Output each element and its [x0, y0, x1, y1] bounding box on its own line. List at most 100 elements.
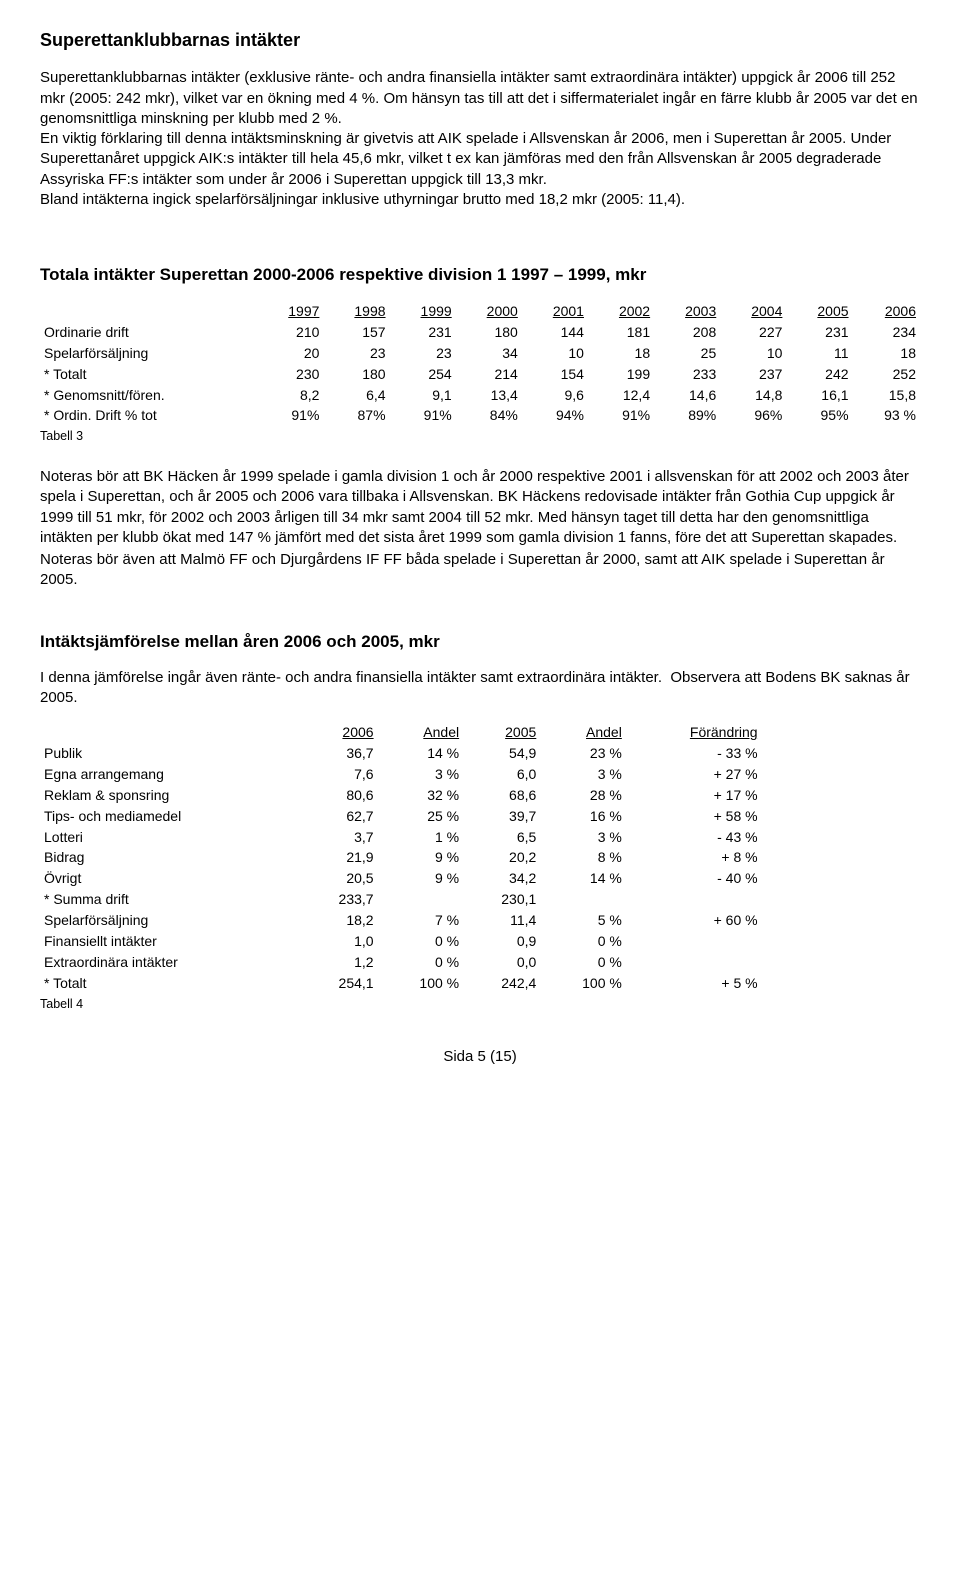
table-cell: 231: [390, 322, 456, 343]
table-cell: 94%: [522, 405, 588, 426]
table-row: Lotteri3,71 %6,53 %- 43 %: [40, 827, 762, 848]
table-cell: 180: [323, 364, 389, 385]
table-cell: 10: [720, 343, 786, 364]
table-cell: Ordinarie drift: [40, 322, 257, 343]
table-cell: 100 %: [540, 973, 626, 994]
table-cell: 227: [720, 322, 786, 343]
table-row: * Ordin. Drift % tot91%87%91%84%94%91%89…: [40, 405, 920, 426]
table-row: * Totalt230180254214154199233237242252: [40, 364, 920, 385]
table-cell: 9,1: [390, 385, 456, 406]
table-cell: 14 %: [378, 743, 464, 764]
table-cell: 100 %: [378, 973, 464, 994]
table-cell: 144: [522, 322, 588, 343]
table-cell: Tips- och mediamedel: [40, 806, 300, 827]
table-cell: 20,5: [300, 868, 377, 889]
col-header: Andel: [540, 722, 626, 743]
table-cell: Lotteri: [40, 827, 300, 848]
table-cell: 20: [257, 343, 323, 364]
table4-title: Intäktsjämförelse mellan åren 2006 och 2…: [40, 631, 920, 654]
table-cell: 7 %: [378, 910, 464, 931]
table-cell: 1,0: [300, 931, 377, 952]
table-row: Publik36,714 %54,923 %- 33 %: [40, 743, 762, 764]
table-cell: 6,0: [463, 764, 540, 785]
table-cell: 23: [323, 343, 389, 364]
table-row: Extraordinära intäkter1,20 %0,00 %: [40, 952, 762, 973]
table-cell: - 40 %: [626, 868, 762, 889]
table-cell: * Summa drift: [40, 889, 300, 910]
table-row: * Totalt254,1100 %242,4100 %+ 5 %: [40, 973, 762, 994]
col-header: 2001: [522, 301, 588, 322]
table-cell: 233,7: [300, 889, 377, 910]
table-cell: 8,2: [257, 385, 323, 406]
table-cell: Egna arrangemang: [40, 764, 300, 785]
table-cell: 93 %: [853, 405, 920, 426]
table-cell: 34,2: [463, 868, 540, 889]
table-cell: 16,1: [786, 385, 852, 406]
table-cell: 87%: [323, 405, 389, 426]
table-cell: 254,1: [300, 973, 377, 994]
table-cell: 25 %: [378, 806, 464, 827]
table-row: Spelarförsäljning20232334101825101118: [40, 343, 920, 364]
col-header: 2004: [720, 301, 786, 322]
table-cell: + 17 %: [626, 785, 762, 806]
table-row: Reklam & sponsring80,632 %68,628 %+ 17 %: [40, 785, 762, 806]
section2-p1: Noteras bör att BK Häcken år 1999 spelad…: [40, 467, 920, 548]
table-cell: - 33 %: [626, 743, 762, 764]
table-cell: 62,7: [300, 806, 377, 827]
table-cell: 39,7: [463, 806, 540, 827]
table-cell: 199: [588, 364, 654, 385]
table-cell: 237: [720, 364, 786, 385]
table-cell: 6,5: [463, 827, 540, 848]
table-cell: Publik: [40, 743, 300, 764]
table-cell: 13,4: [456, 385, 522, 406]
table-cell: 0 %: [378, 931, 464, 952]
table-cell: [626, 931, 762, 952]
table-cell: 8 %: [540, 847, 626, 868]
table-cell: 23: [390, 343, 456, 364]
table-cell: 0,9: [463, 931, 540, 952]
table-row: * Genomsnitt/fören.8,26,49,113,49,612,41…: [40, 385, 920, 406]
table-cell: 5 %: [540, 910, 626, 931]
table-cell: 208: [654, 322, 720, 343]
table-cell: 14,8: [720, 385, 786, 406]
table-cell: + 27 %: [626, 764, 762, 785]
table-cell: 9 %: [378, 847, 464, 868]
table-row: Övrigt20,59 %34,214 %- 40 %: [40, 868, 762, 889]
table-cell: + 8 %: [626, 847, 762, 868]
table-cell: 210: [257, 322, 323, 343]
table-cell: Bidrag: [40, 847, 300, 868]
table-cell: 12,4: [588, 385, 654, 406]
col-header: Andel: [378, 722, 464, 743]
col-header: 1997: [257, 301, 323, 322]
table-cell: 91%: [588, 405, 654, 426]
table-cell: 154: [522, 364, 588, 385]
table-cell: 68,6: [463, 785, 540, 806]
table-cell: 23 %: [540, 743, 626, 764]
table-cell: 95%: [786, 405, 852, 426]
table-row: Egna arrangemang7,63 %6,03 %+ 27 %: [40, 764, 762, 785]
table-cell: 32 %: [378, 785, 464, 806]
table-cell: 0 %: [540, 931, 626, 952]
table3: 1997199819992000200120022003200420052006…: [40, 301, 920, 426]
table-cell: 91%: [390, 405, 456, 426]
table-cell: 18,2: [300, 910, 377, 931]
table-cell: 14,6: [654, 385, 720, 406]
table-row: Ordinarie drift2101572311801441812082272…: [40, 322, 920, 343]
table-cell: * Ordin. Drift % tot: [40, 405, 257, 426]
col-header: [40, 301, 257, 322]
col-header: Förändring: [626, 722, 762, 743]
table-cell: 11,4: [463, 910, 540, 931]
table3-label: Tabell 3: [40, 428, 920, 445]
table-cell: 180: [456, 322, 522, 343]
table-cell: 1,2: [300, 952, 377, 973]
table-cell: [626, 952, 762, 973]
table-cell: 9,6: [522, 385, 588, 406]
table-cell: * Totalt: [40, 364, 257, 385]
table-cell: 25: [654, 343, 720, 364]
table-cell: 28 %: [540, 785, 626, 806]
col-header: 2002: [588, 301, 654, 322]
table-cell: 3,7: [300, 827, 377, 848]
table-row: Bidrag21,99 %20,28 %+ 8 %: [40, 847, 762, 868]
table-cell: 10: [522, 343, 588, 364]
table-row: * Summa drift233,7230,1: [40, 889, 762, 910]
